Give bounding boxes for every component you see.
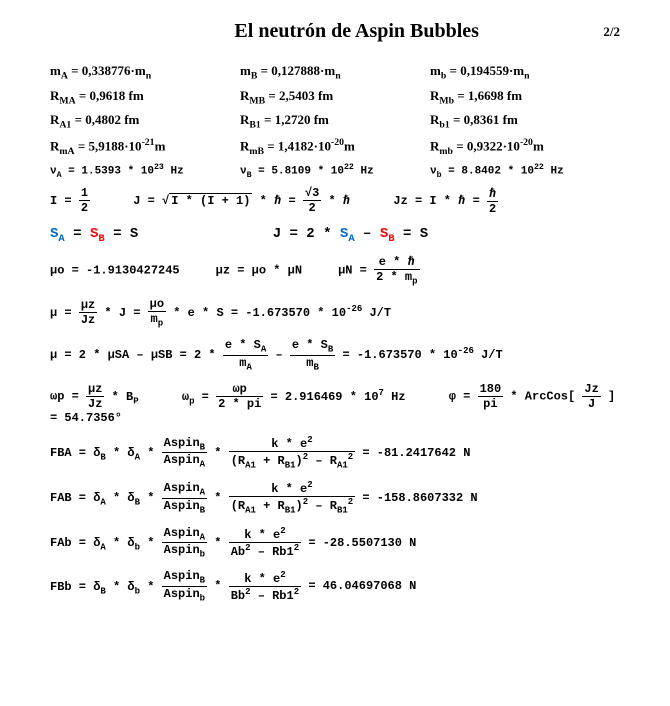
RMB: RMB = 2,5403 fm bbox=[240, 88, 430, 107]
RMb: RMb = 1,6698 fm bbox=[430, 88, 620, 107]
eq-FBb: FBb = δB * δb * AspinBAspinb * k * e2Bb2… bbox=[50, 569, 620, 603]
header: El neutrón de Aspin Bubbles 2/2 bbox=[50, 20, 620, 43]
eq-mu: μ = μzJz * J = μomp * e * S = -1.673570 … bbox=[50, 297, 620, 328]
mb: mb = 0,194559·mn bbox=[430, 63, 620, 82]
Rmb: Rmb = 0,9322·10-20m bbox=[430, 137, 620, 157]
mB: mB = 0,127888·mn bbox=[240, 63, 430, 82]
page-title: El neutrón de Aspin Bubbles bbox=[110, 20, 603, 43]
mA: mA = 0,338776·mn bbox=[50, 63, 240, 82]
row-RM: RMA = 0,9618 fm RMB = 2,5403 fm RMb = 1,… bbox=[50, 88, 620, 107]
page-number: 2/2 bbox=[603, 24, 620, 40]
Rb1: Rb1 = 0,8361 fm bbox=[430, 112, 620, 131]
RmB: RmB = 1,4182·10-20m bbox=[240, 137, 430, 157]
vb: νb = 8.8402 * 1022 Hz bbox=[430, 163, 620, 180]
row-R1: RA1 = 0,4802 fm RB1 = 1,2720 fm Rb1 = 0,… bbox=[50, 112, 620, 131]
row-Rm: RmA = 5,9188·10-21m RmB = 1,4182·10-20m … bbox=[50, 137, 620, 157]
eq-muo: μo = -1.9130427245 μz = μo * μN μN = e *… bbox=[50, 254, 620, 286]
RMA: RMA = 0,9618 fm bbox=[50, 88, 240, 107]
vA: νA = 1.5393 * 1023 Hz bbox=[50, 163, 240, 180]
RmA: RmA = 5,9188·10-21m bbox=[50, 137, 240, 157]
eq-S: SA = SB = S J = 2 * SA – SB = S bbox=[50, 226, 620, 245]
vB: νB = 5.8109 * 1022 Hz bbox=[240, 163, 430, 180]
eq-FAb: FAb = δA * δb * AspinAAspinb * k * e2Ab2… bbox=[50, 526, 620, 560]
eq-mu2: μ = 2 * μSA – μSB = 2 * e * SAmA – e * S… bbox=[50, 338, 620, 372]
eq-omega: ωp = μzJz * BP ωp = ωp2 * pi = 2.916469 … bbox=[50, 382, 620, 425]
eq-FBA: FBA = δB * δA * AspinBAspinA * k * e2(RA… bbox=[50, 435, 620, 470]
eq-FAB: FAB = δA * δB * AspinAAspinB * k * e2(RA… bbox=[50, 480, 620, 515]
eq-spin: I = 12 J = √I * (I + 1) * ℏ = √32 * ℏ Jz… bbox=[50, 186, 620, 216]
RB1: RB1 = 1,2720 fm bbox=[240, 112, 430, 131]
row-masses: mA = 0,338776·mn mB = 0,127888·mn mb = 0… bbox=[50, 63, 620, 82]
row-freq: νA = 1.5393 * 1023 Hz νB = 5.8109 * 1022… bbox=[50, 163, 620, 180]
RA1: RA1 = 0,4802 fm bbox=[50, 112, 240, 131]
